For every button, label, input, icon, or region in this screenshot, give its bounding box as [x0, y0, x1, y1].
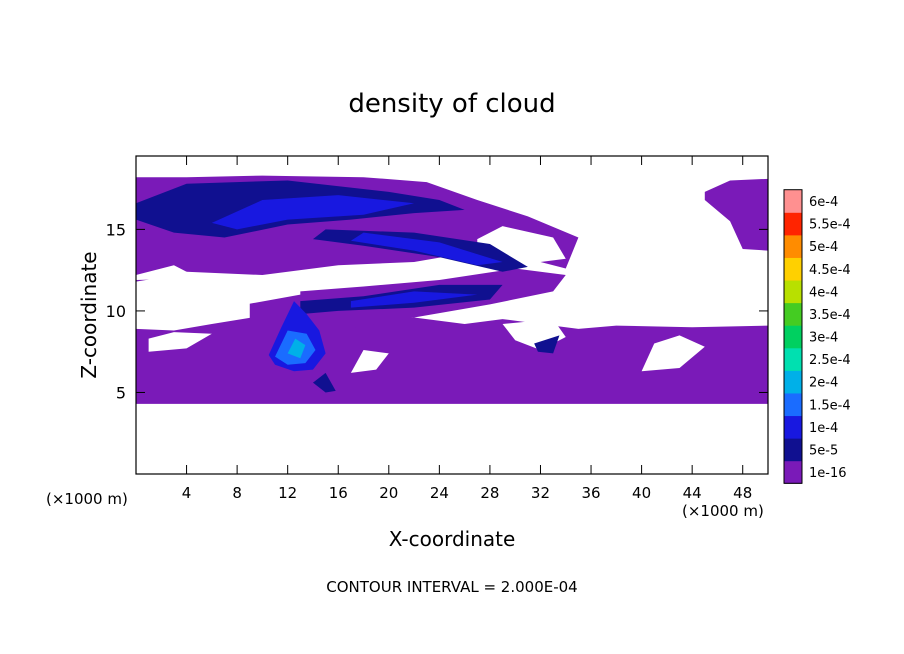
colorbar-label: 1.5e-4: [809, 398, 851, 413]
colorbar-label: 1e-16: [809, 466, 847, 481]
x-tick-label: 36: [581, 484, 600, 502]
cell-peak: [287, 338, 306, 359]
hole-left-mid: [136, 273, 301, 318]
colorbar-label: 5e-5: [809, 443, 838, 458]
colorbar-swatch: [784, 212, 802, 236]
cloud-density-field: [136, 175, 768, 404]
chart-title: density of cloud: [348, 89, 555, 119]
colorbar-label: 6e-4: [809, 195, 838, 210]
field-right-patch: [704, 178, 768, 251]
colorbar-swatch: [784, 370, 802, 394]
plot-frame: [135, 155, 769, 475]
core-upper-blue: [211, 195, 415, 230]
cell-tail: [312, 372, 336, 393]
y-axis-label: Z-coordinate: [77, 251, 101, 378]
colorbar-swatch: [784, 392, 802, 417]
x-tick-label: 12: [278, 484, 297, 502]
colorbar-swatch: [784, 234, 802, 258]
colorbar-label: 4.5e-4: [809, 263, 851, 278]
colorbar-swatch: [784, 189, 802, 213]
core-mid-blue: [350, 291, 478, 308]
contour-interval-note: CONTOUR INTERVAL = 2.000E-04: [326, 578, 577, 596]
colorbar-label: 5.5e-4: [809, 218, 851, 233]
y-axis-ticks: 5 10 15: [106, 220, 768, 402]
colorbar-frame: [783, 189, 803, 484]
hole-left-edge: [136, 265, 200, 280]
hole-lower-left: [148, 332, 212, 352]
x-tick-label: 32: [531, 484, 550, 502]
x-unit-label: (×1000 m): [682, 502, 764, 520]
y-tick-label: 5: [116, 383, 126, 402]
x-tick-label: 40: [632, 484, 651, 502]
x-tick-label: 48: [733, 484, 752, 502]
colorbar-label: 5e-4: [809, 240, 838, 255]
y-tick-label: 15: [106, 220, 126, 239]
x-tick-label: 4: [182, 484, 192, 502]
colorbar-swatch: [784, 415, 802, 439]
colorbar-label: 4e-4: [809, 285, 838, 300]
y-tick-label: 10: [106, 302, 126, 321]
x-tick-label: 16: [329, 484, 348, 502]
colorbar-swatch: [784, 325, 802, 349]
colorbar-label: 3.5e-4: [809, 308, 851, 323]
colorbar-swatch: [784, 280, 802, 304]
colorbar-swatch: [784, 257, 802, 281]
y-unit-label: (×1000 m): [46, 490, 128, 508]
x-axis-ticks: 4 8 12 16 20 24 28 32 36 40 44 48: [182, 156, 752, 502]
colorbar: 1e-16 5e-5 1e-4 1.5e-4 2e-4 2.5e-4 3e-4 3.5e-4 4…: [783, 189, 851, 484]
x-tick-label: 20: [379, 484, 398, 502]
core-streak-blue: [350, 232, 503, 266]
colorbar-label: 1e-4: [809, 421, 838, 436]
hole-lower-center: [350, 350, 389, 373]
x-tick-label: 8: [232, 484, 242, 502]
colorbar-label: 2e-4: [809, 376, 838, 391]
colorbar-swatch: [784, 302, 802, 326]
x-tick-label: 28: [480, 484, 499, 502]
colorbar-label: 2.5e-4: [809, 353, 851, 368]
x-tick-label: 44: [683, 484, 702, 502]
hole-lower-right: [641, 335, 705, 372]
x-axis-label: X-coordinate: [389, 527, 516, 551]
x-tick-label: 24: [430, 484, 449, 502]
colorbar-swatch: [784, 438, 802, 462]
colorbar-swatch: [784, 460, 802, 484]
colorbar-swatch: [784, 347, 802, 371]
blob-mid-right: [534, 335, 560, 354]
colorbar-label: 3e-4: [809, 331, 838, 346]
